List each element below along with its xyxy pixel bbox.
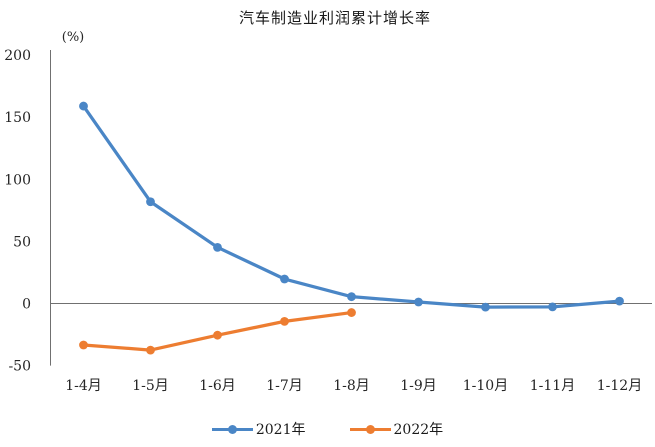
x-tick-label: 1-10月 [463,378,508,394]
legend-label-2022: 2022年 [393,422,444,438]
series-line-2021 [81,104,622,309]
legend-marker-icon-2022 [349,424,391,434]
data-point-2022 [213,330,222,340]
y-tick-label: 100 [4,172,31,188]
x-tick-label: 1-11月 [530,378,575,394]
legend-item-2022: 2022年 [349,419,444,439]
x-tick-label: 1-4月 [65,378,102,394]
data-point-2021 [213,242,222,252]
data-point-2021 [481,302,490,312]
y-tick-label: 150 [4,110,31,126]
x-tick-label: 1-8月 [333,378,370,394]
data-point-2022 [280,316,289,326]
data-point-2021 [548,302,557,312]
y-tick-label: -50 [8,359,31,375]
y-tick-label: 200 [4,48,31,64]
y-axis-unit-label: (%) [62,30,85,45]
legend-item-2021: 2021年 [211,419,306,439]
data-point-2021 [615,296,624,306]
data-point-2022 [79,340,88,350]
plot-area: (%) 200 150 100 50 0 -50 1-4月 1-5月 1-6月 1-7月 1-8月 1… [4,30,652,394]
legend-label-2021: 2021年 [255,422,306,438]
chart-title: 汽车制造业利润累计增长率 [238,9,431,27]
x-tick-label: 1-6月 [199,378,236,394]
data-point-2021 [79,101,88,111]
legend-marker-icon-2021 [211,424,253,434]
y-tick-label: 0 [22,297,31,313]
data-point-2021 [146,197,155,207]
data-point-2022 [146,345,155,355]
data-point-2021 [414,297,423,307]
x-tick-label: 1-5月 [132,378,169,394]
data-point-2021 [280,274,289,284]
x-tick-label: 1-9月 [400,378,437,394]
x-tick-label: 1-12月 [597,378,642,394]
data-point-2022 [347,308,356,317]
data-point-2021 [347,292,356,302]
legend: 2021年 2022年 [0,418,655,440]
x-tick-label: 1-7月 [266,378,303,394]
y-tick-label: 50 [13,234,31,250]
